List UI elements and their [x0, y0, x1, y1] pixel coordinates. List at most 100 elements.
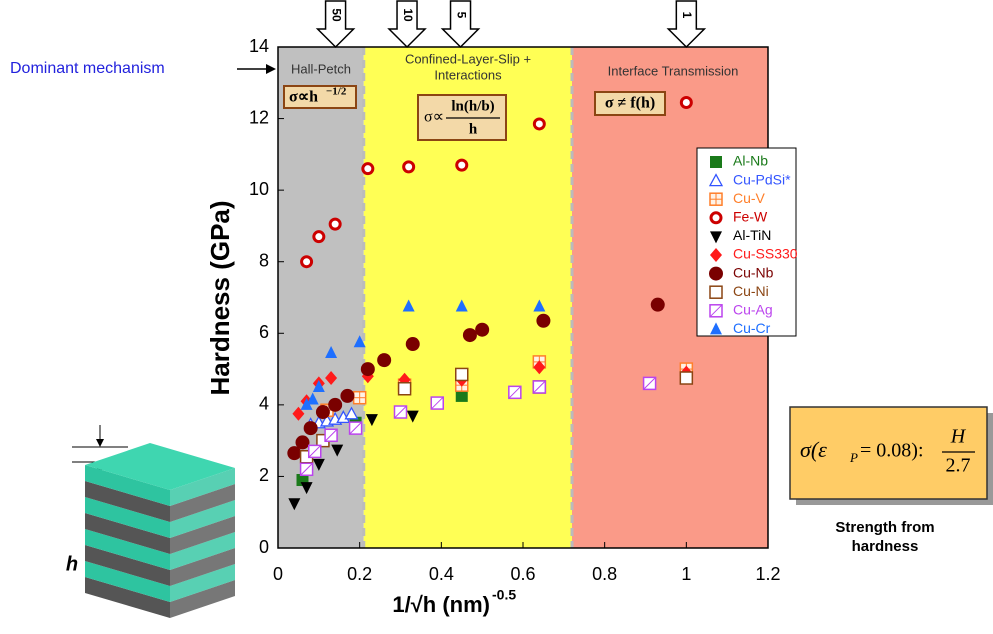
data-point [395, 406, 407, 418]
data-point [404, 162, 414, 172]
marker-shape [463, 328, 477, 342]
marker-shape [456, 368, 468, 380]
marker-shape [361, 362, 375, 376]
data-point [350, 422, 362, 434]
marker-shape [680, 372, 692, 384]
data-point [363, 164, 373, 174]
regions [278, 47, 768, 548]
data-point [296, 435, 310, 449]
region-label: Interactions [434, 67, 502, 82]
region-label: Hall-Petch [291, 61, 351, 76]
marker-shape [406, 337, 420, 351]
data-point [681, 97, 691, 107]
y-tick-label: 2 [259, 465, 269, 485]
data-point [456, 368, 468, 380]
data-point [314, 232, 324, 242]
data-point [304, 421, 318, 435]
strength-formula: σ(ε [800, 437, 827, 462]
data-point [651, 298, 665, 312]
legend-label: Fe-W [733, 209, 768, 225]
marker-shape [711, 213, 721, 223]
x-tick-label: 0.8 [592, 564, 617, 584]
legend-label: Cu-SS330 [733, 246, 798, 262]
annotation: Dominant mechanism [10, 60, 165, 77]
data-point [475, 323, 489, 337]
marker-shape [651, 298, 665, 312]
y-tick-label: 8 [259, 250, 269, 270]
marker-shape [709, 267, 723, 281]
data-point [301, 463, 313, 475]
y-tick-label: 4 [259, 394, 269, 414]
data-point [406, 337, 420, 351]
y-tick-label: 6 [259, 322, 269, 342]
formula-sup: −1/2 [326, 86, 347, 98]
x-tick-label: 0.4 [429, 564, 454, 584]
legend-label: Al-TiN [733, 227, 771, 243]
strength-caption: Strength from [835, 519, 934, 536]
data-point [680, 372, 692, 384]
data-point [328, 398, 342, 412]
chart: 00.20.40.60.811.202468101214501051 Hall-… [0, 0, 993, 634]
strength-formula: = 0.08): [860, 440, 924, 462]
legend-marker [709, 267, 723, 281]
x-tick-label: 0 [273, 564, 283, 584]
strength-formula-sub: P [849, 450, 858, 465]
thickness-arrow [668, 1, 704, 47]
thickness-label: 50 [329, 8, 343, 22]
y-axis-label: Hardness (GPa) [205, 200, 235, 395]
marker-shape [363, 164, 373, 174]
x-axis-label: 1/√h (nm) [392, 592, 490, 617]
marker-shape [536, 314, 550, 328]
marker-shape [330, 219, 340, 229]
data-point [325, 429, 337, 441]
strength-denominator: 2.7 [946, 455, 971, 477]
legend-label: Cu-Nb [733, 264, 774, 280]
marker-shape [475, 323, 489, 337]
y-tick-label: 12 [249, 107, 269, 127]
marker-shape [296, 435, 310, 449]
formula: σ ≠ f(h) [605, 95, 655, 112]
data-point [399, 383, 411, 395]
marker-shape [316, 405, 330, 419]
data-point [536, 314, 550, 328]
legend-label: Cu-Ag [733, 302, 773, 318]
formula: σ∝ [424, 109, 444, 126]
region [278, 47, 364, 548]
marker-shape [302, 257, 312, 267]
thickness-label: 5 [454, 12, 468, 19]
y-tick-label: 10 [249, 179, 269, 199]
strength-numerator: H [950, 426, 967, 448]
data-point [509, 386, 521, 398]
x-tick-label: 0.2 [347, 564, 372, 584]
inset-illustration: h [66, 425, 235, 618]
legend-label: Cu-PdSi* [733, 171, 791, 187]
data-point [644, 377, 656, 389]
data-point [330, 219, 340, 229]
legend-marker [710, 286, 722, 298]
legend-marker [711, 213, 721, 223]
marker-shape [314, 232, 324, 242]
formula-numerator: ln(h/b) [451, 98, 494, 114]
formula: σ∝h [289, 89, 318, 106]
inset-label: h [66, 553, 78, 575]
legend-marker [710, 156, 722, 168]
strength-caption: hardness [852, 538, 919, 555]
marker-shape [399, 383, 411, 395]
data-point [354, 392, 366, 404]
dimension-arrowhead [96, 439, 104, 447]
annotation-arrowhead [266, 64, 276, 74]
legend-label: Cu-V [733, 190, 766, 206]
data-point [457, 160, 467, 170]
marker-shape [681, 97, 691, 107]
data-point [309, 445, 321, 457]
formula-denominator: h [469, 121, 478, 137]
marker-shape [457, 160, 467, 170]
legend-marker [710, 193, 722, 205]
x-axis-label-sup: -0.5 [492, 587, 516, 603]
data-point [340, 389, 354, 403]
legend-label: Cu-Ni [733, 283, 769, 299]
marker-shape [710, 286, 722, 298]
thickness-label: 1 [680, 12, 694, 19]
data-point [316, 405, 330, 419]
data-point [533, 381, 545, 393]
